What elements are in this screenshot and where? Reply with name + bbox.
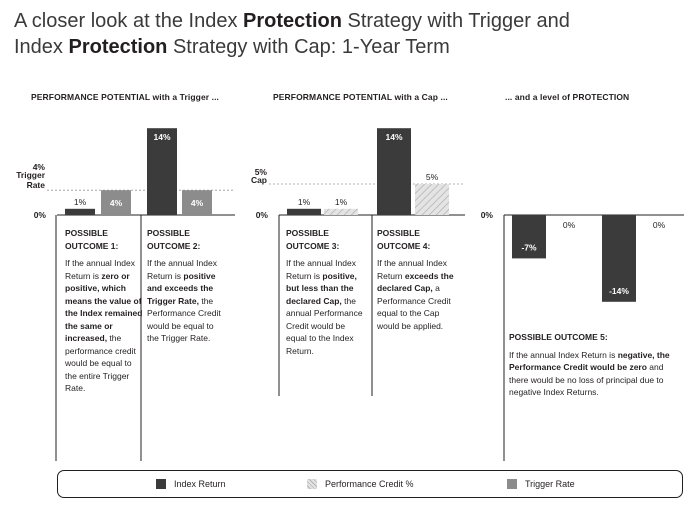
outcome-text: and there would be no loss of principal …	[509, 362, 664, 397]
chart-2-bar-label: 14%	[385, 132, 402, 142]
outcome-heading: POSSIBLE OUTCOME 1:	[65, 227, 143, 252]
chart-1-y-sublabel: Trigger	[16, 170, 46, 180]
chart-1-bar	[101, 190, 131, 215]
chart-2-bar	[324, 208, 358, 215]
chart-2-y-zero-label: 0%	[256, 210, 269, 220]
outcome-heading: POSSIBLE OUTCOME 5:	[509, 331, 679, 344]
chart-2-bar	[415, 184, 449, 215]
legend: Index Return Performance Credit % Trigge…	[57, 470, 683, 498]
outcome-text: If the annual Index Return is	[509, 349, 618, 360]
outcome-3-description: POSSIBLE OUTCOME 3: If the annual Index Re…	[286, 227, 364, 357]
legend-label: Trigger Rate	[525, 479, 575, 489]
outcome-1-description: POSSIBLE OUTCOME 1: If the annual Index Re…	[65, 227, 143, 395]
outcome-text: If the annual Index Return	[377, 258, 447, 281]
outcome-heading: POSSIBLE OUTCOME 3:	[286, 227, 364, 252]
outcome-text: If the annual Index Return is	[65, 258, 135, 281]
legend-swatch-index-return	[156, 479, 166, 489]
outcome-heading-line: POSSIBLE	[147, 228, 190, 238]
chart-3-bar-label: 0%	[563, 220, 576, 230]
section-heading-trigger: PERFORMANCE POTENTIAL with a Trigger ...	[31, 92, 220, 102]
outcome-5-description: POSSIBLE OUTCOME 5: If the annual Index R…	[509, 331, 679, 399]
legend-label: Performance Credit %	[325, 479, 414, 489]
outcome-heading-line: OUTCOME 4:	[377, 240, 431, 251]
chart-3-bar-label: -14%	[609, 286, 629, 296]
chart-2-bar	[377, 128, 411, 215]
legend-swatch-trigger-rate	[507, 479, 517, 489]
chart-1-y-zero-label: 0%	[34, 210, 47, 220]
legend-swatch-performance-credit	[307, 479, 317, 489]
outcome-heading-line: OUTCOME 3:	[286, 240, 340, 251]
chart-1-y-label: 4%	[33, 162, 46, 172]
chart-2-y-sublabel: Cap	[251, 175, 267, 185]
chart-2-y-label: 5%	[255, 167, 268, 177]
outcome-heading-line: POSSIBLE OUTCOME 5:	[509, 332, 608, 342]
section-heading-protection: ... and a level of PROTECTION	[505, 92, 630, 102]
chart-3-bar	[602, 215, 636, 302]
outcome-text: a Performance Credit equal to the Cap wo…	[377, 283, 451, 331]
legend-item-trigger-rate: Trigger Rate	[507, 479, 575, 489]
chart-1-bar-label: 4%	[110, 198, 123, 208]
outcome-text-bold: negative, the Performance Credit would b…	[509, 349, 670, 373]
chart-3-bar-label: 0%	[653, 220, 666, 230]
chart-2-bar-label: 5%	[426, 172, 439, 182]
outcome-text-bold: positive, but less than the declared Cap…	[286, 270, 357, 306]
chart-2-bar-label: 1%	[335, 197, 348, 207]
outcome-text: the performance credit would be equal to…	[65, 333, 136, 393]
outcome-heading-line: POSSIBLE	[286, 228, 329, 238]
outcome-heading-line: OUTCOME 1:	[65, 240, 119, 251]
outcome-text-bold: exceeds the declared Cap,	[377, 270, 454, 294]
chart-1-bar	[182, 190, 212, 215]
outcome-text-bold: positive and exceeds the Trigger Rate,	[147, 270, 216, 306]
chart-3-bar-label: -7%	[521, 242, 537, 252]
outcome-text: If the annual Index Return is	[286, 258, 356, 281]
chart-1-bar-label: 1%	[74, 197, 87, 207]
chart-1-bar-label: 4%	[191, 198, 204, 208]
title-line-1: A closer look at the Index Protection St…	[14, 10, 570, 32]
outcome-heading-line: POSSIBLE	[65, 228, 108, 238]
outcome-text: If the annual Index Return is	[147, 258, 217, 281]
page-title: A closer look at the Index Protection St…	[14, 8, 686, 60]
section-heading-cap: PERFORMANCE POTENTIAL with a Cap ...	[273, 92, 448, 102]
legend-item-index-return: Index Return	[156, 479, 226, 489]
chart-1-y-sublabel: Rate	[27, 180, 46, 190]
chart-1-bar	[65, 208, 95, 215]
outcome-4-description: POSSIBLE OUTCOME 4: If the annual Index Re…	[377, 227, 455, 332]
outcome-text: the Performance Credit would be equal to…	[147, 295, 221, 344]
outcome-heading-line: POSSIBLE	[377, 228, 420, 238]
chart-2-bar-label: 1%	[298, 197, 311, 207]
chart-1-bar	[147, 128, 177, 215]
chart-1-bar-label: 14%	[153, 132, 170, 142]
legend-item-performance-credit: Performance Credit %	[307, 479, 414, 489]
legend-label: Index Return	[174, 479, 226, 489]
outcome-heading: POSSIBLE OUTCOME 2:	[147, 227, 225, 252]
outcome-2-description: POSSIBLE OUTCOME 2: If the annual Index Re…	[147, 227, 225, 345]
outcome-text: the annual Performance Credit would be e…	[286, 295, 363, 356]
chart-2-bar	[287, 208, 321, 215]
outcome-heading: POSSIBLE OUTCOME 4:	[377, 227, 455, 252]
outcome-text-bold: zero or positive, which means the value …	[65, 270, 143, 344]
chart-3-y-zero-label: 0%	[481, 210, 494, 220]
outcome-heading-line: OUTCOME 2:	[147, 240, 201, 251]
title-line-2: Index Protection Strategy with Cap: 1-Ye…	[14, 36, 450, 58]
chart-3-bar	[512, 215, 546, 259]
